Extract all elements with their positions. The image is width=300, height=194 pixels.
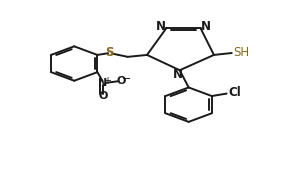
- Text: +: +: [103, 75, 112, 86]
- Text: O: O: [98, 91, 107, 101]
- Text: N: N: [201, 20, 211, 33]
- Text: N: N: [98, 78, 107, 88]
- Text: N: N: [173, 68, 183, 81]
- Text: S: S: [106, 46, 114, 59]
- Text: Cl: Cl: [229, 86, 242, 99]
- Text: −: −: [122, 74, 131, 84]
- Text: O: O: [116, 75, 126, 86]
- Text: N: N: [156, 20, 166, 33]
- Text: SH: SH: [233, 46, 250, 59]
